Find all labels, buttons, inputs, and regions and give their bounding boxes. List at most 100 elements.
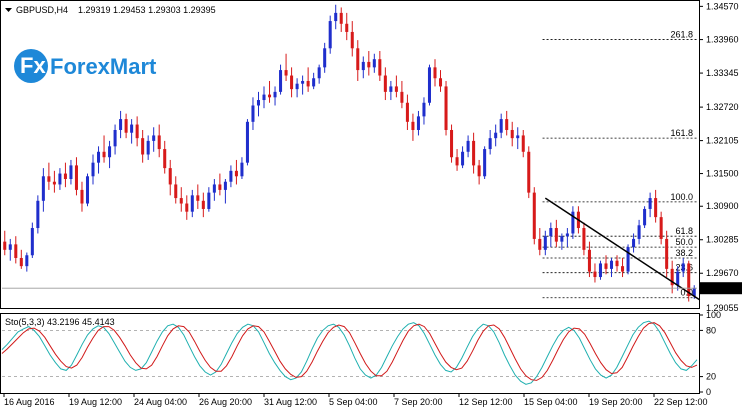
candle-body	[41, 176, 45, 201]
candle-body	[201, 200, 205, 209]
candle-body	[135, 124, 139, 139]
candle-body	[157, 135, 161, 150]
candle-body	[30, 228, 34, 256]
candle-body	[8, 244, 12, 250]
candle-body	[411, 121, 415, 130]
candle-body	[361, 61, 365, 71]
price-tick-label: 1.31500	[706, 169, 739, 179]
candle-body	[389, 86, 393, 92]
trendline[interactable]	[544, 197, 701, 301]
candle-body	[643, 208, 647, 226]
candle-body	[47, 176, 51, 182]
fib-label: 0.0	[680, 288, 693, 298]
price-tick-label: 1.30900	[706, 201, 739, 211]
stochastic-series	[1, 320, 698, 385]
candle-body	[52, 181, 56, 185]
candle-body	[97, 151, 101, 163]
candle-body	[532, 192, 536, 239]
candle-body	[102, 151, 106, 158]
candle-body	[549, 228, 553, 237]
candle-body	[163, 149, 167, 169]
candle-body	[626, 247, 630, 272]
candle-body	[527, 151, 531, 193]
current-price-box	[700, 282, 742, 295]
candle-body	[665, 238, 669, 269]
candle-body	[152, 135, 156, 141]
candle-body	[466, 140, 470, 152]
dropdown-triangle-icon[interactable]	[5, 8, 12, 12]
stoch-label: Sto(5,3,3) 43.2196 45.4143	[5, 317, 115, 327]
candle-body	[488, 138, 492, 150]
candle-body	[455, 157, 459, 166]
candle-body	[593, 271, 597, 278]
candle-body	[560, 236, 564, 242]
candle-body	[615, 260, 619, 267]
stoch-main-line	[1, 320, 698, 385]
candle-body	[654, 198, 658, 218]
forexmart-logo-icon	[14, 49, 48, 83]
stoch-signal-line	[1, 322, 698, 381]
trendline-layer[interactable]	[544, 197, 701, 301]
candle-body	[372, 59, 376, 68]
candle-body	[63, 173, 67, 180]
candle-body	[427, 67, 431, 103]
main-chart-frame	[0, 0, 700, 309]
candle-body	[345, 23, 349, 32]
stoch-tick-label: 20	[706, 372, 716, 382]
logo-name: ForexMart	[50, 54, 157, 79]
time-tick-label: 31 Aug 12:00	[264, 397, 317, 407]
fib-label: 61.8	[675, 226, 693, 236]
price-tick-label: 1.33960	[706, 35, 739, 45]
candle-body	[433, 67, 437, 79]
candle-body	[207, 192, 211, 209]
candle-body	[85, 176, 90, 204]
candle-body	[554, 228, 558, 242]
candle-body	[190, 195, 194, 212]
price-tick-label: 1.29670	[706, 268, 739, 278]
time-tick-label: 19 Aug 12:00	[69, 397, 122, 407]
fib-label: 38.2	[675, 248, 693, 258]
time-tick-label: 22 Sep 12:00	[654, 397, 708, 407]
fib-label: 50.0	[675, 237, 693, 247]
candle-body	[621, 266, 625, 272]
candle-body	[25, 255, 29, 267]
candle-body	[477, 165, 481, 177]
candle-body	[240, 162, 244, 177]
candle-body	[648, 198, 652, 209]
fib-label: 261.8	[670, 30, 693, 40]
time-tick-label: 12 Sep 12:00	[459, 397, 513, 407]
candle-body	[251, 105, 255, 122]
candle-body	[637, 225, 641, 239]
candle-body	[405, 102, 409, 122]
candle-body	[339, 12, 343, 24]
candle-body	[659, 217, 663, 239]
candle-body	[356, 48, 360, 71]
candle-body	[632, 238, 636, 248]
candle-body	[538, 238, 542, 250]
candle-body	[168, 168, 172, 185]
stoch-tick-label: 100	[706, 310, 721, 320]
candle-body	[306, 80, 310, 87]
candle-body	[141, 138, 145, 155]
candle-body	[400, 91, 404, 103]
stoch-tick-label: 80	[706, 325, 716, 335]
candle-body	[212, 184, 216, 193]
candle-body	[185, 203, 189, 212]
price-tick-label: 1.32720	[706, 102, 739, 112]
candle-body	[279, 70, 283, 92]
candle-body	[229, 170, 233, 182]
candle-body	[245, 121, 249, 163]
candle-body	[130, 124, 134, 133]
candle-body	[36, 200, 40, 229]
logo-fx: Fx	[20, 53, 46, 78]
candle-body	[113, 129, 117, 147]
time-tick-label: 15 Sep 04:00	[524, 397, 578, 407]
candle-body	[394, 86, 398, 92]
candle-body	[604, 263, 608, 269]
current-price-label: 1.29395	[703, 283, 736, 293]
candle-body	[598, 263, 602, 278]
candle-body	[295, 83, 299, 90]
stoch-panel-frame	[0, 313, 700, 394]
candle-body	[438, 78, 443, 87]
